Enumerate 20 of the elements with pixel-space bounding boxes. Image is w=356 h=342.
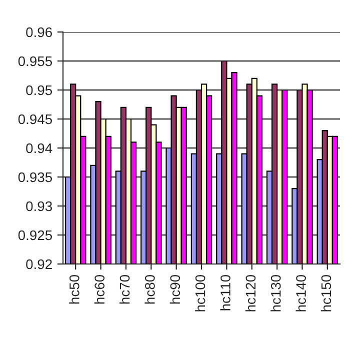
x-tick-label: hc70: [119, 274, 130, 304]
y-tick-label: 0.94: [26, 143, 52, 154]
y-tick-label: 0.93: [26, 201, 52, 212]
x-tick-label: hc100: [195, 274, 206, 312]
x-tick-label: hc90: [170, 274, 180, 304]
x-tick-label: hc150: [320, 274, 332, 312]
x-tick-label: hc50: [69, 274, 80, 304]
x-tick-label: hc120: [245, 274, 256, 312]
x-tick-label: hc80: [144, 274, 155, 304]
x-tick-label: hc60: [94, 274, 104, 304]
x-tick-label: hc110: [220, 274, 230, 310]
y-tick-label: 0.92: [26, 259, 52, 270]
x-tick-label: hc140: [296, 274, 306, 312]
x-tick-label: hc130: [270, 274, 281, 312]
y-tick-label: 0.935: [18, 172, 52, 182]
y-tick-label: 0.96: [26, 27, 52, 38]
y-tick-label: 0.925: [18, 230, 52, 240]
y-tick-label: 0.955: [18, 56, 52, 66]
y-tick-label: 0.95: [26, 85, 52, 96]
y-tick-label: 0.945: [18, 114, 52, 124]
